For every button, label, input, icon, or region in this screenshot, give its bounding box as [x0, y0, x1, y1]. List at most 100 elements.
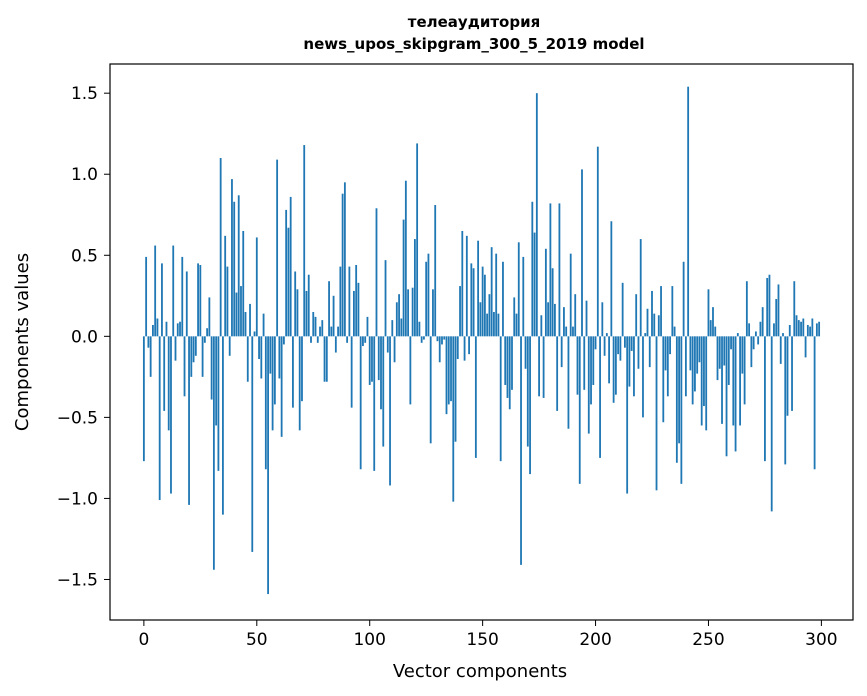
- bar-component-290: [797, 320, 800, 337]
- bar-component-24: [197, 263, 199, 337]
- y-axis-label: Components values: [12, 253, 33, 431]
- bar-component-168: [522, 256, 525, 337]
- bar-component-193: [578, 336, 581, 484]
- bar-component-57: [271, 336, 274, 431]
- bar-component-26: [201, 336, 204, 377]
- bar-component-152: [486, 313, 489, 337]
- bar-component-36: [224, 235, 227, 337]
- bar-component-177: [542, 336, 545, 398]
- bar-component-225: [651, 290, 653, 337]
- bar-component-270: [752, 336, 755, 350]
- bar-component-80: [323, 336, 326, 382]
- bar-component-127: [429, 336, 432, 444]
- bar-component-223: [646, 308, 649, 337]
- bar-component-116: [404, 180, 407, 337]
- bar-component-277: [768, 274, 771, 337]
- bar-component-147: [474, 336, 477, 458]
- bar-component-105: [380, 336, 382, 410]
- bar-component-215: [628, 336, 631, 387]
- bar-component-106: [382, 336, 385, 447]
- bar-component-131: [438, 336, 441, 363]
- bar-component-179: [547, 302, 550, 337]
- bar-component-40: [233, 201, 236, 337]
- bar-component-274: [761, 307, 764, 337]
- bar-component-295: [809, 326, 811, 337]
- bar-component-205: [605, 333, 608, 337]
- bar-component-82: [328, 281, 330, 337]
- bar-component-157: [497, 313, 500, 337]
- bar-component-159: [502, 261, 504, 337]
- bar-component-198: [590, 336, 592, 405]
- bar-component-293: [804, 336, 807, 358]
- bar-component-229: [660, 286, 662, 337]
- bar-component-188: [567, 336, 570, 429]
- bar-component-54: [264, 336, 267, 470]
- bar-component-5: [154, 245, 157, 337]
- bar-component-148: [477, 240, 480, 337]
- bar-component-244: [694, 336, 696, 392]
- bar-component-284: [784, 336, 787, 465]
- bar-component-122: [418, 321, 421, 337]
- bar-component-51: [258, 336, 260, 360]
- bar-component-221: [642, 336, 644, 418]
- bar-component-73: [307, 274, 310, 337]
- bar-component-227: [655, 336, 658, 491]
- bar-component-220: [639, 239, 642, 337]
- chart-title-line1: телеаудитория: [408, 13, 540, 31]
- bar-component-98: [364, 336, 367, 343]
- bar-component-247: [700, 336, 703, 426]
- bar-component-19: [185, 271, 188, 337]
- bar-component-216: [630, 336, 633, 351]
- bar-component-299: [818, 321, 821, 337]
- x-axis-label: Vector components: [393, 661, 567, 682]
- bar-component-78: [319, 326, 321, 337]
- bar-component-266: [743, 336, 746, 405]
- bar-component-104: [377, 336, 380, 381]
- bar-component-33: [217, 336, 220, 471]
- bar-component-49: [253, 331, 256, 337]
- bar-component-48: [251, 336, 254, 552]
- bar-component-45: [244, 312, 247, 337]
- bar-component-0: [142, 336, 145, 462]
- bar-component-10: [165, 321, 168, 337]
- bar-component-149: [479, 302, 482, 337]
- bar-component-243: [691, 336, 694, 405]
- x-tick-label: 150: [466, 630, 498, 650]
- bar-component-71: [303, 145, 306, 337]
- bar-component-285: [786, 336, 789, 416]
- bar-component-192: [576, 336, 579, 395]
- bar-component-287: [791, 336, 793, 411]
- bar-component-79: [321, 320, 324, 337]
- bar-component-140: [459, 286, 461, 337]
- bar-component-141: [461, 230, 464, 337]
- bar-component-128: [432, 289, 434, 337]
- bar-component-126: [427, 253, 430, 337]
- x-axis-ticks: 0 50 100 150 200 250 300: [138, 620, 838, 650]
- bar-component-95: [357, 282, 360, 337]
- bar-component-249: [705, 336, 708, 431]
- bar-component-107: [384, 260, 387, 337]
- bar-component-158: [499, 336, 502, 462]
- bar-component-102: [373, 336, 376, 471]
- bar-component-109: [389, 336, 391, 486]
- bar-component-17: [181, 256, 184, 337]
- bar-component-132: [441, 336, 443, 345]
- bar-component-174: [535, 93, 538, 337]
- bar-component-68: [296, 289, 299, 337]
- bar-component-261: [732, 336, 735, 426]
- bar-component-294: [806, 324, 809, 337]
- bar-component-38: [228, 336, 231, 356]
- bar-component-4: [152, 324, 154, 337]
- bar-component-269: [750, 336, 753, 368]
- bar-component-92: [350, 336, 353, 408]
- bar-component-232: [666, 336, 669, 397]
- bar-component-279: [773, 323, 775, 337]
- bar-component-52: [260, 336, 263, 379]
- bar-component-61: [280, 336, 283, 437]
- bar-component-108: [386, 336, 389, 353]
- bar-component-201: [596, 146, 599, 337]
- bar-component-9: [163, 336, 166, 411]
- bar-component-14: [174, 336, 177, 361]
- y-tick-label: 0.5: [71, 246, 98, 266]
- bar-component-115: [402, 219, 405, 337]
